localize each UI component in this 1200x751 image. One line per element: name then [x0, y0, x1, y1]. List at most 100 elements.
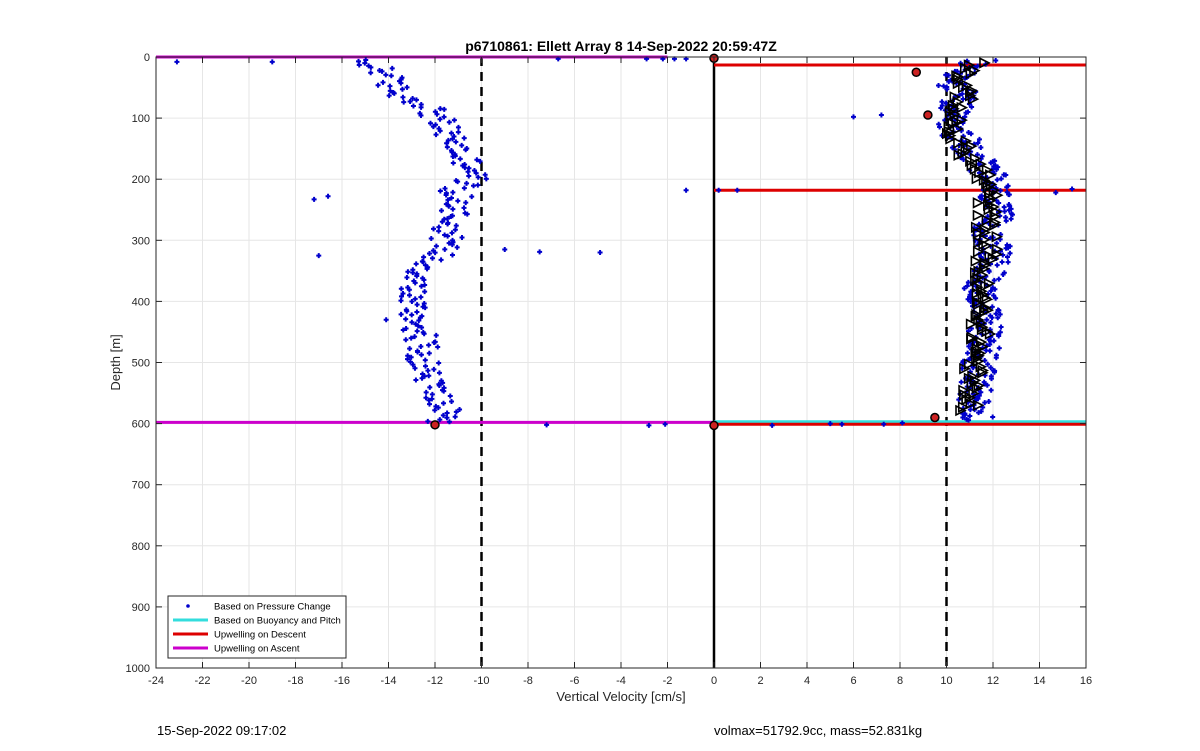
buoyancy-pitch-marker [975, 317, 988, 329]
pressure-change-point [442, 185, 448, 191]
pressure-change-point [409, 299, 415, 305]
pressure-change-point [990, 414, 996, 420]
pressure-change-point [1003, 218, 1009, 224]
pressure-change-point [429, 255, 435, 261]
pressure-change-point [418, 343, 424, 349]
x-tick-label: 14 [1033, 675, 1045, 687]
pressure-change-point [471, 183, 477, 189]
pressure-change-point [427, 384, 433, 390]
pressure-change-point [414, 273, 420, 279]
buoyancy-pitch-marker [959, 62, 972, 75]
pressure-change-point [387, 88, 393, 94]
pressure-change-point [966, 417, 972, 423]
footer-ballast-info: volmax=51792.9cc, mass=52.831kg [714, 723, 923, 738]
pressure-change-point [448, 195, 454, 201]
pressure-change-point [400, 94, 406, 100]
pressure-change-point [597, 250, 603, 256]
buoyancy-pitch-marker [975, 158, 987, 170]
pressure-change-point [410, 103, 416, 109]
pressure-change-point [409, 312, 415, 318]
pressure-change-point [976, 136, 982, 142]
x-tick-label: -24 [148, 675, 164, 687]
pressure-change-point [418, 283, 424, 289]
pressure-change-point [938, 105, 944, 111]
pressure-change-point [827, 421, 833, 427]
buoyancy-pitch-marker [981, 164, 994, 176]
buoyancy-pitch-marker [965, 397, 978, 410]
pressure-change-point [996, 333, 1002, 339]
pressure-change-point [409, 319, 415, 325]
legend: Based on Pressure Change Based on Buoyanc… [167, 595, 347, 659]
pressure-change-point [1003, 172, 1009, 178]
pressure-change-point [449, 398, 455, 404]
buoyancy-pitch-marker [971, 287, 984, 300]
buoyancy-pitch-marker [989, 210, 1001, 223]
pressure-change-point [997, 311, 1003, 317]
pressure-change-point [422, 357, 428, 363]
pressure-change-point [415, 349, 421, 355]
pressure-change-point [995, 315, 1001, 321]
pressure-change-point [1004, 184, 1010, 190]
pressure-change-point [403, 326, 409, 331]
pressure-change-point [965, 350, 971, 356]
buoyancy-pitch-marker [960, 135, 973, 147]
pressure-change-point [425, 368, 431, 374]
pressure-change-point [450, 153, 456, 159]
pressure-change-point [413, 377, 419, 383]
pressure-change-point [996, 276, 1002, 282]
pressure-change-point [482, 172, 488, 178]
pressure-change-point [444, 415, 450, 421]
pressure-change-point [408, 354, 414, 360]
pressure-change-point [937, 124, 943, 130]
buoyancy-pitch-marker [972, 209, 985, 222]
pressure-change-point [946, 72, 952, 78]
pressure-change-point [1008, 216, 1014, 222]
pressure-change-point [398, 311, 404, 317]
legend-marker [186, 604, 190, 608]
pressure-change-point [445, 233, 451, 239]
endpoint-markers [430, 53, 940, 431]
pressure-change-point [537, 249, 543, 255]
buoyancy-pitch-marker [945, 133, 957, 145]
pressure-change-point [407, 99, 413, 105]
y-tick-label: 400 [132, 296, 150, 308]
pressure-change-point [422, 305, 428, 311]
pressure-change-point [383, 72, 389, 78]
pressure-change-point [851, 114, 856, 120]
pressure-change-point [436, 360, 442, 366]
pressure-change-point [961, 285, 967, 291]
pressure-change-point [1002, 208, 1008, 214]
pressure-change-point [968, 131, 974, 137]
pressure-change-point [440, 412, 446, 418]
buoyancy-pitch-marker [952, 123, 965, 135]
pressure-change-point [441, 114, 447, 120]
pressure-change-point [404, 308, 410, 314]
buoyancy-pitch-marker [970, 255, 983, 267]
pressure-change-point [1053, 190, 1059, 196]
pressure-change-point [1069, 186, 1075, 192]
x-tick-label: 0 [711, 675, 717, 687]
pressure-change-point [646, 422, 652, 428]
pressure-change-point [450, 160, 456, 166]
buoyancy-pitch-marker [945, 110, 957, 122]
y-tick-label: 700 [132, 480, 150, 492]
pressure-change-point [418, 113, 424, 119]
pressure-change-point [426, 350, 432, 356]
pressure-change-point [991, 277, 997, 283]
pressure-change-point [441, 388, 447, 394]
pressure-change-point [404, 274, 410, 280]
pressure-change-point [430, 124, 436, 130]
pressure-change-point [413, 97, 419, 103]
x-tick-label: -16 [334, 675, 350, 687]
pressure-change-point [380, 79, 386, 85]
pressure-change-point [769, 422, 775, 428]
pressure-change-point [975, 396, 981, 402]
pressure-change-point [988, 288, 994, 294]
pressure-change-point [432, 250, 438, 256]
pressure-change-point [454, 244, 460, 250]
pressure-change-point [878, 112, 884, 118]
pressure-change-point [444, 410, 450, 416]
pressure-change-point [269, 59, 275, 65]
x-tick-label: -20 [241, 675, 257, 687]
profile-endpoint-marker [709, 420, 719, 431]
